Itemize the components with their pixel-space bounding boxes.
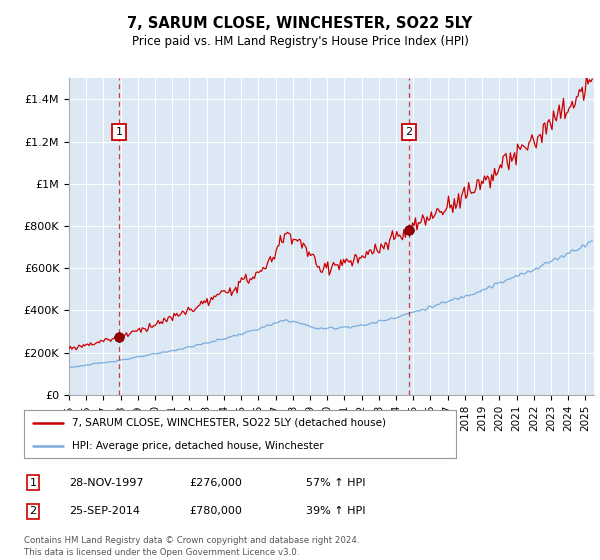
Text: 57% ↑ HPI: 57% ↑ HPI: [306, 478, 365, 488]
Text: HPI: Average price, detached house, Winchester: HPI: Average price, detached house, Winc…: [71, 441, 323, 451]
Text: 28-NOV-1997: 28-NOV-1997: [69, 478, 143, 488]
Text: £276,000: £276,000: [189, 478, 242, 488]
Text: 1: 1: [29, 478, 37, 488]
Text: 7, SARUM CLOSE, WINCHESTER, SO22 5LY: 7, SARUM CLOSE, WINCHESTER, SO22 5LY: [127, 16, 473, 31]
Text: 7, SARUM CLOSE, WINCHESTER, SO22 5LY (detached house): 7, SARUM CLOSE, WINCHESTER, SO22 5LY (de…: [71, 418, 386, 428]
Text: 1: 1: [115, 127, 122, 137]
Text: 2: 2: [29, 506, 37, 516]
Text: £780,000: £780,000: [189, 506, 242, 516]
Text: 25-SEP-2014: 25-SEP-2014: [69, 506, 140, 516]
Text: 2: 2: [406, 127, 413, 137]
Text: Contains HM Land Registry data © Crown copyright and database right 2024.
This d: Contains HM Land Registry data © Crown c…: [24, 536, 359, 557]
Text: 39% ↑ HPI: 39% ↑ HPI: [306, 506, 365, 516]
Text: Price paid vs. HM Land Registry's House Price Index (HPI): Price paid vs. HM Land Registry's House …: [131, 35, 469, 48]
